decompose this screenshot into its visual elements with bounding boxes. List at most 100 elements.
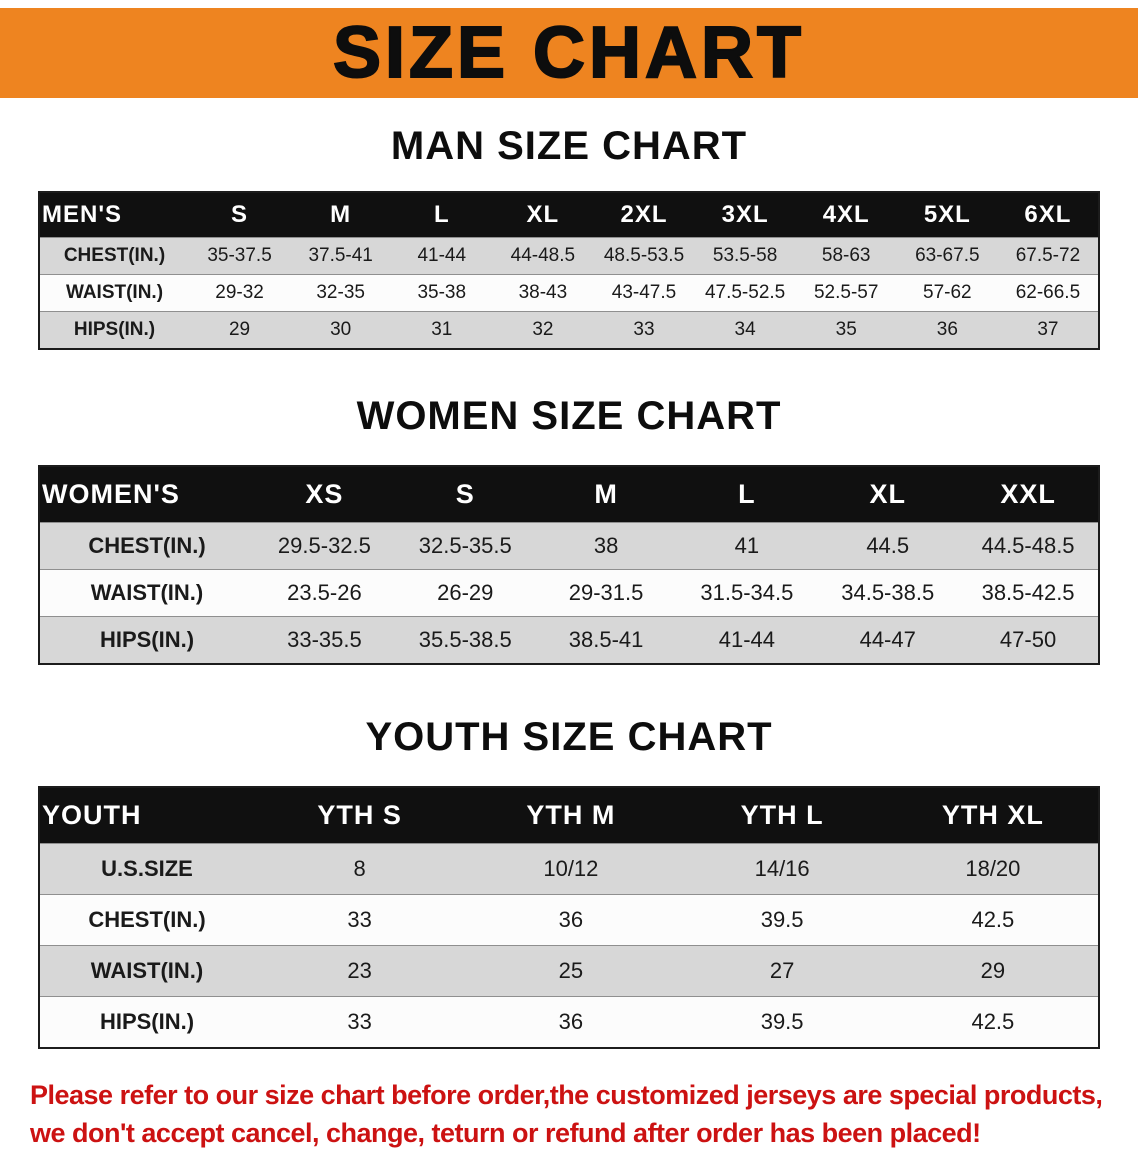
youth-size-column-header: YTH M — [465, 787, 677, 844]
women-size-column-header: L — [676, 466, 818, 523]
men-size-column-header: 2XL — [593, 192, 695, 238]
youth-header-row: YOUTH YTH S YTH M YTH L YTH XL — [39, 787, 1099, 844]
section-title-youth: YOUTH SIZE CHART — [365, 715, 773, 759]
measurement-value: 29-31.5 — [568, 580, 644, 605]
measurement-value: 38-43 — [518, 282, 568, 303]
youth-size-table: YOUTH YTH S YTH M YTH L YTH XL U.S.SIZE 8 10/12… — [38, 786, 1100, 1049]
measurement-value: 23 — [347, 958, 372, 983]
youth-size-column-header: YTH S — [254, 787, 466, 844]
youth-measurement-row: CHEST(IN.) 33 36 39.5 42.5 — [39, 894, 1099, 946]
women-header-row: WOMEN'S XS S M L XL XXL — [39, 466, 1099, 523]
women-table-corner-label: WOMEN'S — [39, 466, 254, 523]
measurement-value: 35-38 — [417, 282, 467, 303]
disclaimer-line-1: Please refer to our size chart before or… — [30, 1080, 1103, 1110]
measurement-value: 37.5-41 — [308, 245, 373, 266]
row-label: U.S.SIZE — [101, 856, 193, 881]
measurement-value: 39.5 — [760, 907, 804, 932]
measurement-value: 38.5-42.5 — [981, 580, 1075, 605]
row-label: HIPS(IN.) — [99, 627, 195, 652]
measurement-value: 34 — [734, 319, 756, 340]
measurement-value: 26-29 — [437, 580, 494, 605]
measurement-value: 31 — [431, 319, 453, 340]
measurement-value: 32 — [532, 319, 554, 340]
measurement-value: 38.5-41 — [568, 627, 644, 652]
measurement-value: 33 — [347, 907, 372, 932]
measurement-value: 27 — [769, 958, 795, 983]
women-measurement-row: CHEST(IN.) 29.5-32.5 32.5-35.5 38 41 44.5 44.5… — [39, 522, 1099, 570]
women-size-column-header: S — [394, 466, 536, 523]
measurement-value: 8 — [353, 856, 366, 881]
banner: SIZE CHART — [0, 8, 1138, 98]
measurement-value: 18/20 — [965, 856, 1021, 881]
men-size-column-header: 6XL — [997, 192, 1099, 238]
row-label: WAIST(IN.) — [90, 580, 204, 605]
men-size-column-header: S — [189, 192, 291, 238]
measurement-value: 35 — [835, 319, 857, 340]
women-size-column-header: XS — [254, 466, 395, 523]
measurement-value: 29 — [980, 958, 1006, 983]
measurement-value: 41-44 — [417, 245, 467, 266]
measurement-value: 23.5-26 — [287, 580, 362, 605]
youth-measurement-row: HIPS(IN.) 33 36 39.5 42.5 — [39, 996, 1099, 1048]
row-label: CHEST(IN.) — [88, 533, 206, 558]
women-measurement-row: WAIST(IN.) 23.5-26 26-29 29-31.5 31.5-34.5 34… — [39, 569, 1099, 617]
measurement-value: 32-35 — [316, 282, 365, 303]
row-label: WAIST(IN.) — [90, 958, 204, 983]
measurement-value: 36 — [558, 1009, 584, 1034]
measurement-value: 47-50 — [999, 627, 1057, 652]
disclaimer-line-2: we don't accept cancel, change, teturn o… — [30, 1117, 981, 1148]
measurement-value: 29-32 — [215, 282, 264, 303]
row-label: WAIST(IN.) — [65, 282, 164, 303]
men-size-table: MEN'S S M L XL 2XL 3XL 4XL 5XL 6XL CHEST(IN.) 35-37… — [38, 191, 1100, 350]
measurement-value: 41 — [734, 533, 760, 558]
measurement-value: 32.5-35.5 — [418, 533, 512, 558]
measurement-value: 44-47 — [859, 627, 916, 652]
youth-measurement-row: WAIST(IN.) 23 25 27 29 — [39, 945, 1099, 997]
measurement-value: 63-67.5 — [915, 245, 980, 266]
men-size-column-header: 5XL — [896, 192, 998, 238]
measurement-value: 36 — [558, 907, 584, 932]
men-size-column-header: 4XL — [795, 192, 897, 238]
youth-size-column-header: YTH XL — [887, 787, 1099, 844]
measurement-value: 35.5-38.5 — [418, 627, 512, 652]
youth-size-column-header: YTH L — [676, 787, 888, 844]
measurement-value: 57-62 — [923, 282, 972, 303]
measurement-value: 47.5-52.5 — [704, 282, 786, 303]
measurement-value: 38 — [593, 533, 619, 558]
measurement-value: 52.5-57 — [813, 282, 879, 303]
measurement-value: 42.5 — [971, 907, 1015, 932]
measurement-value: 29 — [228, 319, 251, 340]
measurement-value: 39.5 — [760, 1009, 804, 1034]
youth-table-corner-label: YOUTH — [39, 787, 254, 844]
measurement-value: 48.5-53.5 — [603, 245, 685, 266]
measurement-value: 58-63 — [821, 245, 871, 266]
women-size-column-header: M — [535, 466, 677, 523]
youth-measurement-row: U.S.SIZE 8 10/12 14/16 18/20 — [39, 843, 1099, 895]
measurement-value: 34.5-38.5 — [841, 580, 935, 605]
measurement-value: 67.5-72 — [1015, 245, 1081, 266]
disclaimer: Please refer to our size chart before or… — [30, 1077, 1138, 1153]
measurement-value: 44.5 — [866, 533, 910, 558]
measurement-value: 37 — [1037, 319, 1059, 340]
row-label: CHEST(IN.) — [88, 907, 206, 932]
measurement-value: 31.5-34.5 — [700, 580, 794, 605]
measurement-value: 29.5-32.5 — [277, 533, 371, 558]
women-size-table: WOMEN'S XS S M L XL XXL CHEST(IN.) 29.5-32.5 32.5… — [38, 465, 1100, 665]
measurement-value: 44-48.5 — [510, 245, 576, 266]
measurement-value: 33 — [347, 1009, 372, 1034]
measurement-value: 35-37.5 — [207, 245, 272, 266]
measurement-value: 14/16 — [754, 856, 810, 881]
measurement-value: 44.5-48.5 — [981, 533, 1075, 558]
measurement-value: 62-66.5 — [1015, 282, 1081, 303]
men-size-column-header: 3XL — [694, 192, 796, 238]
men-size-column-header: M — [290, 192, 392, 238]
men-measurement-row: HIPS(IN.) 29 30 31 32 33 34 35 36 37 — [39, 311, 1099, 349]
banner-title: SIZE CHART — [332, 12, 805, 94]
measurement-value: 33-35.5 — [287, 627, 362, 652]
row-label: HIPS(IN.) — [99, 1009, 195, 1034]
measurement-value: 10/12 — [543, 856, 599, 881]
row-label: HIPS(IN.) — [73, 319, 156, 340]
men-table-corner-label: MEN'S — [39, 192, 189, 238]
section-title-women: WOMEN SIZE CHART — [356, 394, 782, 438]
